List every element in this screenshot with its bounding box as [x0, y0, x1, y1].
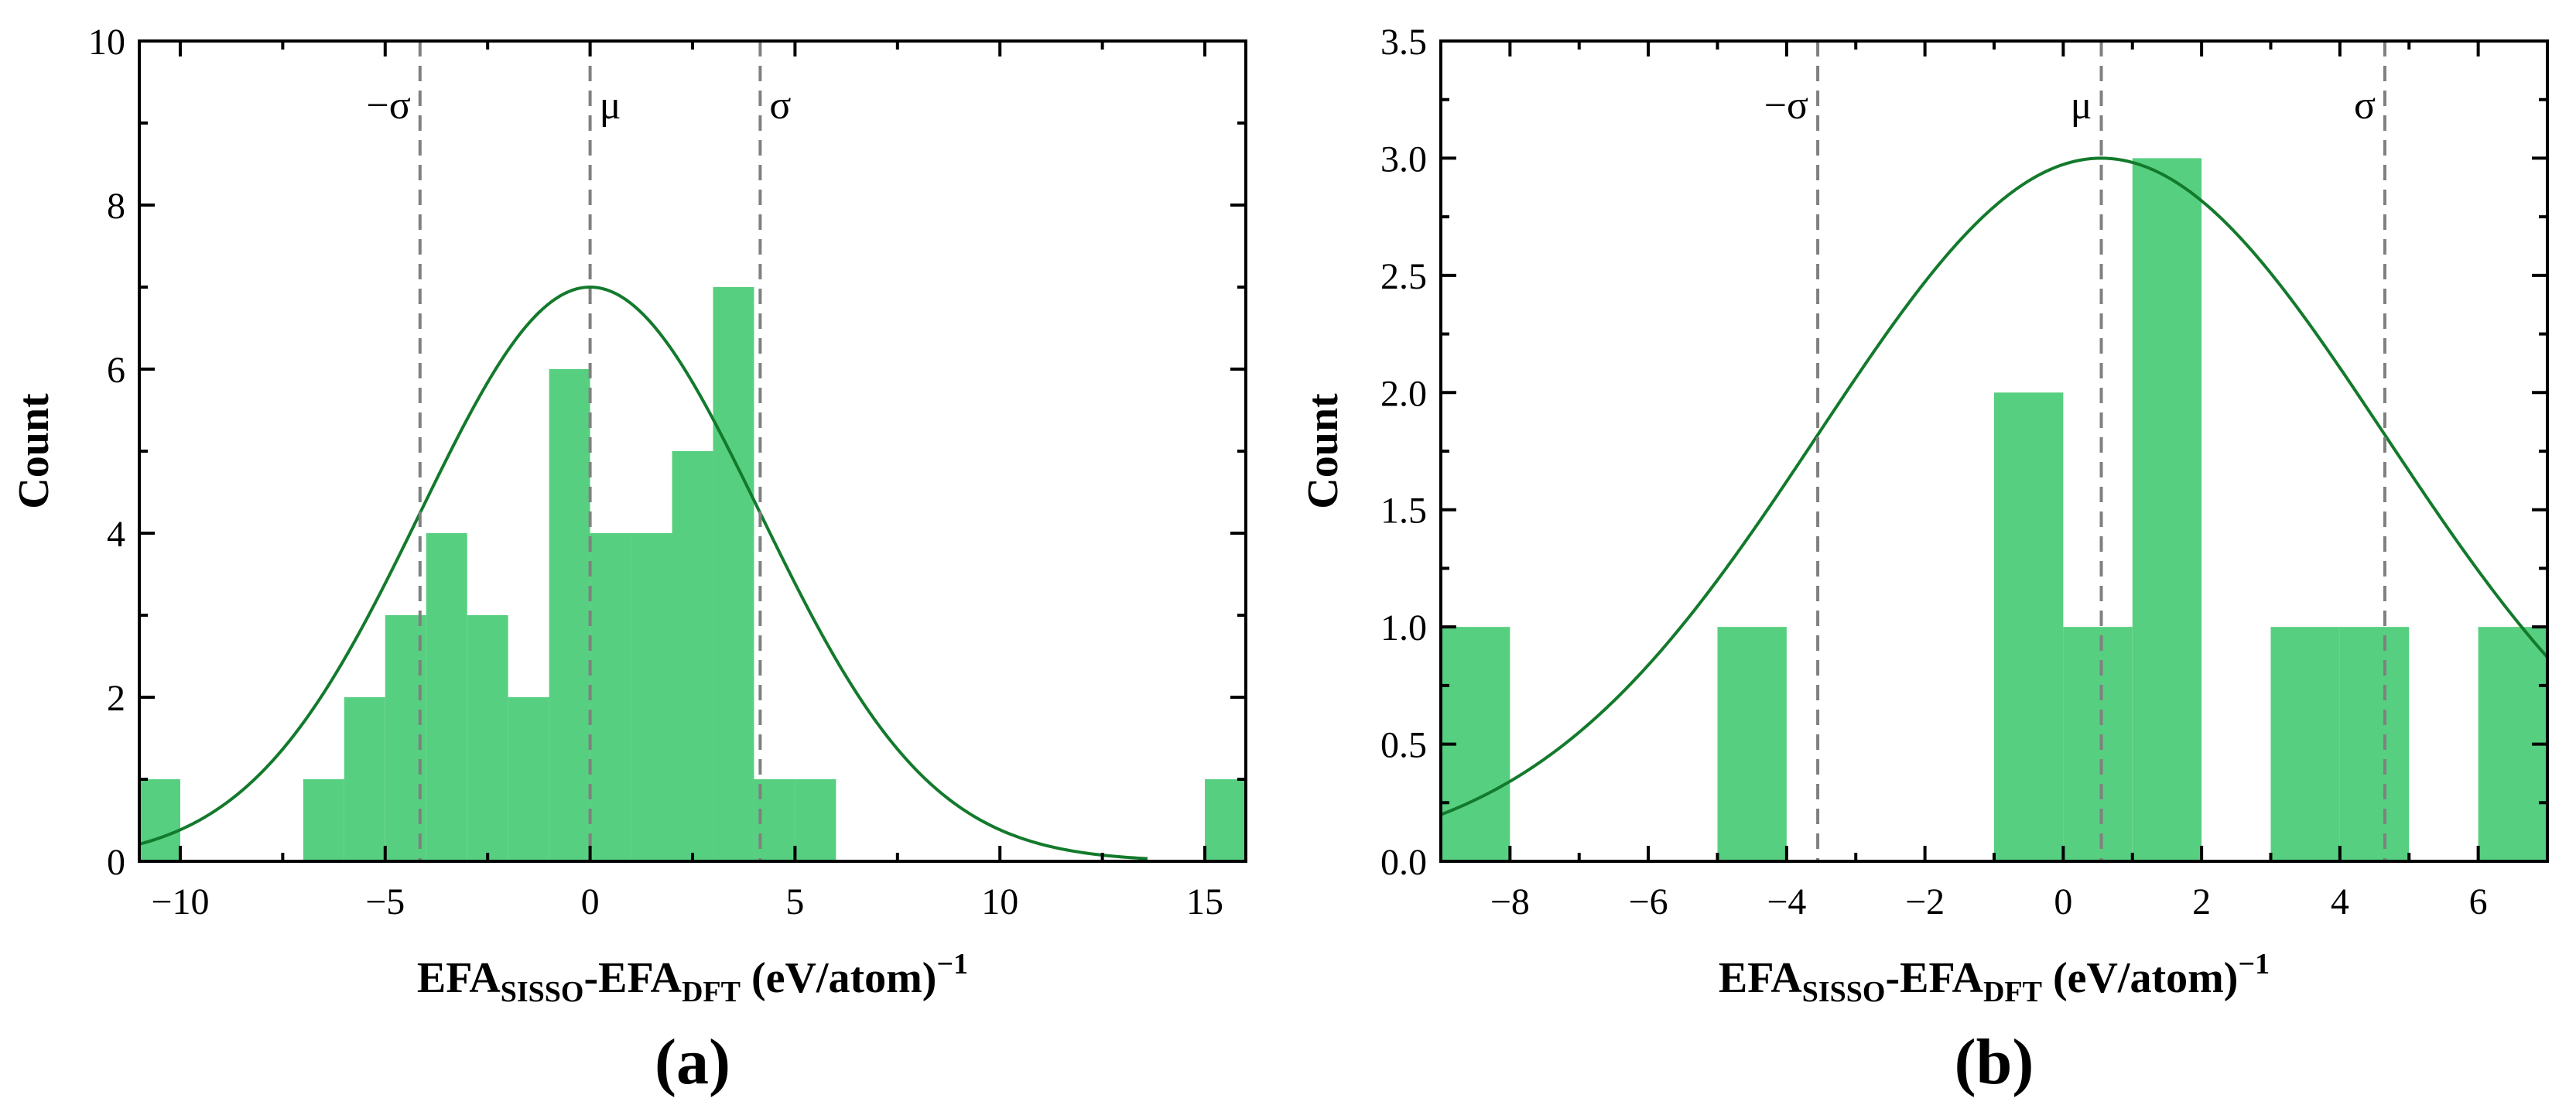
- x-label-part: -EFA: [583, 954, 682, 1002]
- x-label-subscript: SISSO: [1802, 976, 1886, 1008]
- histogram-bar: [2270, 627, 2340, 861]
- histogram-bar: [2063, 627, 2133, 861]
- reference-line-label: −σ: [366, 84, 410, 128]
- x-tick-label: −5: [365, 881, 405, 922]
- histogram-panel-b: −σ μ σ −8 −6 −4 −2 0 2 4 6 0.0 0.5 1.0 1.5 2.0 2.5 3.0 3.5…: [1299, 22, 2549, 1098]
- panel-label: (b): [1955, 1026, 2034, 1098]
- x-label-subscript: DFT: [1983, 976, 2042, 1008]
- x-axis-label: EFASISSO-EFADFT (eV/atom)−1: [1719, 948, 2270, 1008]
- y-axis-label: Count: [10, 393, 58, 509]
- y-tick-label: 0.5: [1380, 725, 1427, 766]
- reference-line-label: μ: [2071, 84, 2092, 128]
- histogram-bar: [426, 533, 467, 861]
- histogram-bar: [344, 697, 385, 861]
- y-tick-label: 3.5: [1380, 22, 1427, 63]
- histogram-bar: [2339, 627, 2410, 861]
- y-tick-label: 6: [107, 350, 125, 391]
- x-label-part: (eV/atom): [2042, 954, 2238, 1002]
- y-tick-label: 10: [88, 22, 125, 63]
- y-tick-label: 0.0: [1380, 842, 1427, 883]
- x-tick-label: 6: [2469, 881, 2488, 922]
- x-tick-label: 15: [1186, 881, 1223, 922]
- x-tick-label: 2: [2192, 881, 2211, 922]
- histogram-bar: [713, 287, 754, 861]
- x-tick-label: −10: [151, 881, 209, 922]
- panel-label: (a): [655, 1026, 730, 1098]
- y-tick-label: 3.0: [1380, 139, 1427, 180]
- reference-line-label: −σ: [1764, 84, 1808, 128]
- x-tick-label: 5: [785, 881, 804, 922]
- x-label-part: -EFA: [1885, 954, 1983, 1002]
- reference-line-label: μ: [600, 84, 621, 128]
- histogram-bar: [508, 697, 549, 861]
- gaussian-fit-curve: [139, 285, 1148, 861]
- x-label-subscript: SISSO: [501, 976, 584, 1008]
- y-tick-label: 1.0: [1380, 607, 1427, 648]
- y-axis-label: Count: [1299, 393, 1347, 509]
- histogram-bar: [2132, 158, 2202, 861]
- histogram-bar: [467, 615, 508, 861]
- x-label-part: (eV/atom): [741, 954, 936, 1002]
- histogram-bar: [795, 779, 836, 861]
- reference-line-label: σ: [769, 84, 791, 128]
- x-label-superscript: −1: [2238, 948, 2270, 980]
- histogram-bar: [549, 369, 590, 861]
- histogram-bar: [590, 533, 631, 861]
- histogram-bar: [1205, 779, 1246, 861]
- x-tick-label: 4: [2331, 881, 2349, 922]
- gaussian-fit-curve: [1440, 156, 2549, 816]
- histogram-bar: [139, 779, 180, 861]
- y-tick-label: 2.0: [1380, 373, 1427, 414]
- x-tick-label: 0: [2054, 881, 2072, 922]
- x-label-part: EFA: [1719, 954, 1802, 1002]
- y-tick-label: 1.5: [1380, 491, 1427, 532]
- x-tick-label: 10: [981, 881, 1018, 922]
- x-label-superscript: −1: [936, 948, 968, 980]
- x-tick-label: −4: [1767, 881, 1806, 922]
- y-tick-label: 0: [107, 842, 125, 883]
- x-tick-label: −2: [1905, 881, 1945, 922]
- y-tick-label: 4: [107, 514, 125, 555]
- histogram-bar: [1717, 627, 1787, 861]
- histogram-panel-a: −σ μ σ −10 −5 0 5 10 15 0 2 4 6 8 10 Count EFASISSO-EFAD…: [10, 22, 1247, 1098]
- y-tick-label: 8: [107, 186, 125, 227]
- x-label-subscript: DFT: [682, 976, 741, 1008]
- histogram-bar: [1994, 392, 2064, 861]
- x-tick-label: −6: [1629, 881, 1668, 922]
- x-label-part: EFA: [417, 954, 501, 1002]
- y-tick-label: 2: [107, 678, 125, 719]
- x-tick-label: 0: [581, 881, 600, 922]
- histogram-bar: [672, 451, 713, 861]
- y-tick-label: 2.5: [1380, 256, 1427, 297]
- histogram-bar: [631, 533, 672, 861]
- reference-line-label: σ: [2354, 84, 2376, 128]
- x-tick-label: −8: [1490, 881, 1530, 922]
- histogram-bar: [303, 779, 344, 861]
- x-axis-label: EFASISSO-EFADFT (eV/atom)−1: [417, 948, 968, 1008]
